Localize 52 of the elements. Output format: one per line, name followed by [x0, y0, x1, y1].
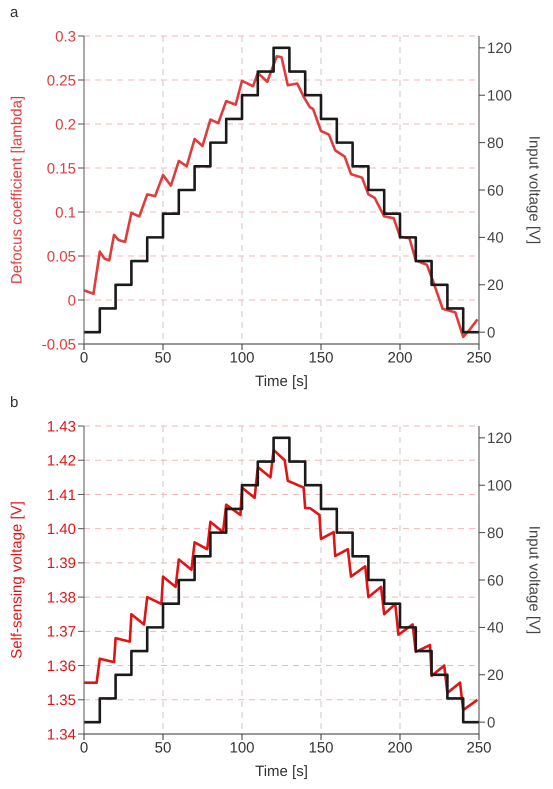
text: a	[10, 4, 18, 21]
y-tick-label: 1.37	[46, 624, 76, 641]
y-tick-label: -0.05	[42, 336, 76, 354]
text: b	[10, 394, 18, 411]
x-tick-label: 200	[387, 740, 413, 757]
y2-tick-label: 100	[487, 478, 512, 495]
y-tick-label: 1.40	[46, 520, 76, 538]
y2-tick-label: 20	[487, 277, 504, 294]
y2-tick-label: 120	[487, 430, 512, 448]
y2-tick-label: 120	[487, 40, 512, 58]
y2-tick-label: 20	[487, 667, 504, 684]
x-axis-title: Time [s]	[255, 373, 308, 390]
y2-tick-label: 0	[487, 324, 496, 342]
y-tick-label: 0	[68, 292, 76, 310]
y2-tick-label: 60	[487, 182, 504, 200]
y-tick-label: 0.2	[55, 116, 76, 134]
y2-tick-label: 0	[487, 714, 496, 732]
x-tick-label: 150	[308, 350, 334, 367]
x-tick-label: 150	[308, 740, 334, 757]
y2-axis-title: Input voltage [V]	[526, 526, 543, 634]
y-tick-label: 0.1	[55, 204, 76, 222]
x-tick-label: 50	[154, 350, 172, 367]
y-axis-title: Defocus coefficient [lambda]	[8, 96, 26, 284]
y-tick-label: 1.41	[46, 486, 76, 504]
x-tick-label: 100	[229, 740, 255, 757]
y-tick-label: 0.15	[46, 160, 76, 178]
y-tick-label: 0.25	[46, 72, 76, 90]
y-tick-label: 1.36	[46, 658, 76, 675]
x-tick-label: 200	[387, 350, 413, 367]
y2-tick-label: 60	[487, 572, 504, 590]
x-tick-label: 0	[80, 740, 88, 757]
y2-tick-label: 80	[487, 524, 504, 542]
y2-tick-label: 100	[487, 88, 512, 105]
y2-axis-title: Input voltage [V]	[526, 136, 543, 244]
x-tick-label: 50	[154, 740, 172, 757]
y-tick-label: 1.35	[46, 692, 76, 710]
y-axis-title: Self-sensing voltage [V]	[8, 501, 26, 659]
y-tick-label: 1.43	[46, 418, 76, 436]
y-tick-label: 1.38	[46, 589, 76, 606]
x-axis-title: Time [s]	[255, 763, 308, 780]
x-tick-label: 0	[80, 350, 88, 367]
y2-tick-label: 40	[487, 230, 504, 247]
x-tick-label: 250	[466, 350, 492, 367]
y-tick-label: 0.3	[55, 28, 76, 46]
y2-tick-label: 40	[487, 620, 504, 637]
y-tick-label: 0.05	[46, 248, 76, 266]
y-tick-label: 1.42	[46, 452, 76, 470]
y-tick-label: 1.34	[46, 726, 76, 744]
x-tick-label: 100	[229, 350, 255, 367]
y-tick-label: 1.39	[46, 555, 76, 572]
y2-tick-label: 80	[487, 134, 504, 152]
x-tick-label: 250	[466, 740, 492, 757]
